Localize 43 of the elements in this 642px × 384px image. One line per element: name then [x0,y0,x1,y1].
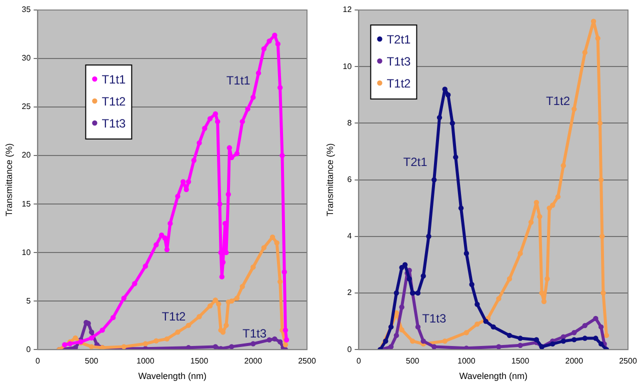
y-tick-label: 12 [342,5,352,14]
x-tick-label: 500 [84,356,99,366]
x-tick-label: 1000 [458,356,476,366]
annotation: T1t1 [226,74,251,88]
y-tick-label: 25 [22,102,32,112]
x-tick-label: 0 [35,356,40,366]
y-tick-label: 10 [22,248,32,257]
annotation: T1t3 [422,311,446,326]
y-axis-title: Transmittance (%) [324,143,335,216]
x-tick-label: 2500 [619,356,638,366]
legend-label: T1t2 [102,94,126,108]
y-tick-label: 6 [347,175,352,184]
y-tick-label: 8 [347,118,352,128]
x-tick-label: 2000 [244,356,263,366]
x-axis-title: Wavelength (nm) [459,371,528,382]
x-tick-label: 1500 [511,356,530,366]
y-tick-label: 10 [342,62,352,71]
y-tick-label: 0 [347,344,352,354]
y-tick-label: 5 [26,296,32,306]
y-axis-title: Transmittance (%) [4,143,14,216]
x-tick-label: 2000 [565,356,584,366]
annotation: T1t2 [546,94,570,108]
annotation: T1t3 [242,326,267,341]
x-tick-label: 500 [406,356,420,366]
y-tick-label: 0 [26,344,32,354]
y-tick-label: 4 [347,232,352,241]
y-tick-label: 35 [22,5,32,14]
y-tick-label: 30 [22,54,32,63]
legend-label: T1t2 [386,76,412,90]
y-tick-label: 15 [22,199,32,208]
annotation: T2t1 [403,155,428,170]
legend-label: T2t1 [386,32,412,46]
legend-label: T1t3 [386,54,412,68]
x-axis-title: Wavelength (nm) [138,371,206,382]
y-tick-label: 2 [347,288,352,298]
x-tick-label: 0 [356,356,362,366]
legend-label: T1t3 [102,116,126,130]
x-tick-label: 2500 [298,356,316,366]
annotation: T1t2 [162,310,186,324]
y-tick-label: 20 [22,150,32,160]
x-tick-label: 1000 [136,356,155,366]
x-tick-label: 1500 [190,356,209,366]
legend-label: T1t1 [102,72,126,86]
